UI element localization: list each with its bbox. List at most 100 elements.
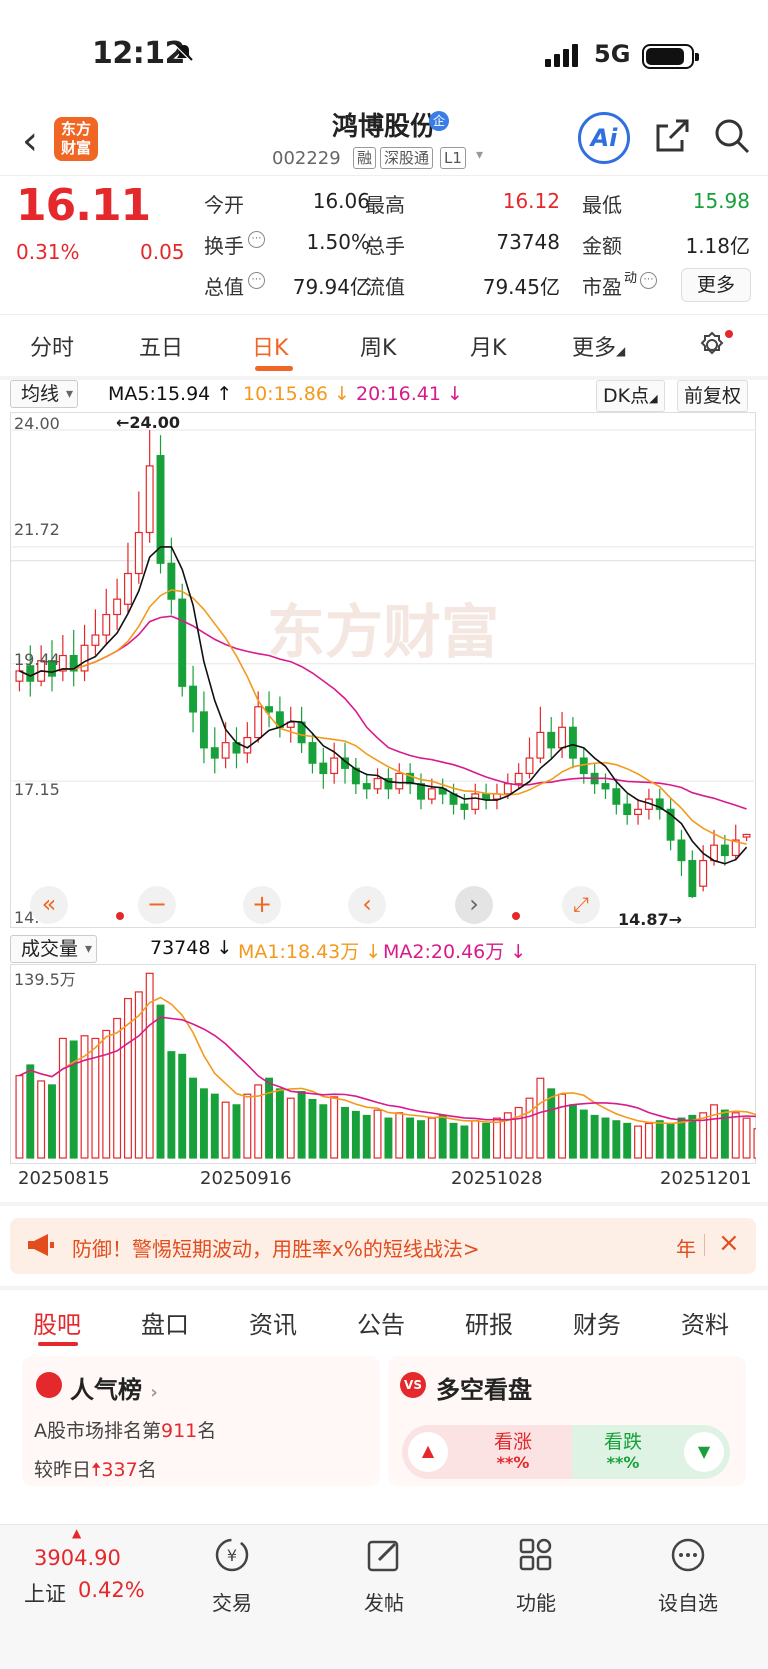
dk-point-label: DK点 — [603, 385, 650, 407]
volume-bar — [69, 1040, 78, 1159]
volume-bar — [26, 1064, 35, 1159]
candle-body — [547, 731, 556, 749]
change-amount: 0.05 — [140, 240, 185, 264]
candle-body — [525, 757, 534, 775]
volume-bar — [601, 1117, 610, 1159]
volume-bar — [297, 1090, 306, 1159]
volume-bar — [503, 1112, 512, 1159]
volume-bar — [579, 1109, 588, 1159]
volume-ma1-label: MA1:18.43万 ↓ — [238, 941, 382, 963]
scroll-right-button[interactable]: › — [455, 886, 493, 924]
date-label: 20250815 — [18, 1168, 110, 1189]
date-label: 20250916 — [200, 1168, 292, 1189]
tab-daily-k[interactable]: 日K — [252, 336, 289, 361]
divider — [0, 376, 768, 380]
volume-bar — [753, 1128, 756, 1159]
volume-bar — [590, 1114, 599, 1159]
nav-functions[interactable]: 功能 — [486, 1536, 586, 1616]
index-change[interactable]: 0.42% — [78, 1578, 145, 1602]
volume-chart-frame[interactable] — [10, 964, 756, 1164]
volume-ma1-line — [19, 996, 756, 1125]
tab-news[interactable]: 资讯 — [249, 1311, 297, 1339]
tab-more-label: 更多 — [572, 336, 617, 361]
volume-bar — [482, 1122, 491, 1159]
zoom-in-button[interactable]: + — [243, 886, 281, 924]
kline-chart[interactable]: 东方财富 — [10, 412, 756, 928]
candle-body — [699, 859, 708, 887]
tab-finance[interactable]: 财务 — [573, 1311, 621, 1339]
bull-arrow-icon[interactable]: ▲ — [408, 1432, 448, 1472]
candle-body — [167, 562, 176, 600]
min-price-value: 14.87 — [618, 910, 669, 929]
quote-value: 15.98 — [692, 189, 750, 213]
volume-bar — [612, 1120, 621, 1159]
popularity-title: 人气榜 › — [70, 1376, 158, 1404]
gear-icon[interactable] — [697, 330, 727, 360]
ma10-line — [19, 589, 747, 845]
volume-bar — [80, 1035, 89, 1159]
tab-order-book[interactable]: 盘口 — [141, 1311, 189, 1339]
info-icon[interactable]: ⋯ — [248, 272, 265, 289]
index-value[interactable]: 3904.90 — [34, 1546, 121, 1570]
promo-text[interactable]: 防御！警惕短期波动，用胜率x%的短线战法> — [72, 1237, 480, 1261]
volume-bar — [351, 1110, 360, 1159]
quote-label: 市盈 — [582, 275, 622, 299]
chevron-down-icon[interactable]: ▾ — [476, 147, 484, 163]
volume-chart[interactable] — [10, 964, 756, 1164]
zoom-out-button[interactable]: − — [138, 886, 176, 924]
candle-body — [677, 839, 686, 862]
scroll-left-button[interactable]: ‹ — [348, 886, 386, 924]
volume-bar — [449, 1122, 458, 1159]
tab-announcements[interactable]: 公告 — [357, 1311, 405, 1339]
tab-intraday[interactable]: 分时 — [30, 336, 75, 361]
price-axis-label: 21.72 — [14, 520, 60, 539]
nav-trade-label: 交易 — [212, 1591, 252, 1615]
tab-profile[interactable]: 资料 — [681, 1311, 729, 1339]
indicator-select[interactable]: 均线 — [10, 380, 79, 408]
kline-chart-frame[interactable] — [10, 412, 756, 928]
candle-body — [286, 721, 295, 728]
info-icon[interactable]: ⋯ — [640, 272, 657, 289]
dk-point-button[interactable]: DK点◢ — [596, 380, 665, 412]
forward-adjust-button[interactable]: 前复权 — [677, 380, 749, 412]
ai-button[interactable]: Ai — [578, 112, 630, 164]
candle-body — [417, 783, 425, 800]
connect-tag: 深股通 — [380, 147, 434, 169]
close-icon[interactable]: × — [718, 1228, 740, 1258]
tab-weekly-k[interactable]: 周K — [360, 336, 397, 361]
search-icon[interactable] — [712, 116, 752, 156]
tab-monthly-k[interactable]: 月K — [470, 336, 507, 361]
candle-body — [319, 762, 328, 775]
share-icon[interactable] — [652, 116, 692, 156]
candle-body — [91, 634, 100, 646]
tab-five-day[interactable]: 五日 — [139, 336, 184, 361]
popularity-card[interactable] — [22, 1356, 380, 1486]
promo-banner[interactable] — [10, 1218, 756, 1274]
nav-post[interactable]: 发帖 — [334, 1536, 434, 1616]
volume-bar — [731, 1112, 740, 1159]
volume-axis-max: 139.5万 — [14, 970, 76, 989]
candle-body — [438, 788, 447, 795]
marker-dot — [116, 912, 124, 920]
ranking-icon — [36, 1372, 62, 1398]
tab-research[interactable]: 研报 — [465, 1311, 513, 1339]
more-button[interactable]: 更多 — [681, 268, 751, 302]
tab-more[interactable]: 更多◢ — [572, 336, 626, 361]
nav-trade[interactable]: ¥ 交易 — [182, 1536, 282, 1616]
fullscreen-button[interactable]: ⤢ — [562, 886, 600, 924]
candle-body — [69, 654, 78, 672]
volume-bar — [655, 1120, 664, 1159]
tab-forum[interactable]: 股吧 — [33, 1311, 81, 1339]
app-logo[interactable]: 东方财富 — [54, 117, 98, 161]
bear-arrow-icon[interactable]: ▼ — [684, 1432, 724, 1472]
volume-indicator-select[interactable]: 成交量 — [10, 935, 98, 963]
index-name[interactable]: 上证 — [24, 1582, 66, 1606]
volume-bar — [568, 1104, 577, 1159]
info-icon[interactable]: ⋯ — [248, 231, 265, 248]
scroll-start-button[interactable]: « — [30, 886, 68, 924]
stock-name: 鸿博股份 — [331, 112, 436, 142]
active-tab-indicator — [255, 366, 293, 371]
volume-bar — [677, 1117, 686, 1159]
back-icon[interactable]: ‹ — [22, 118, 38, 164]
nav-add-watchlist[interactable]: 设自选 — [638, 1536, 738, 1616]
